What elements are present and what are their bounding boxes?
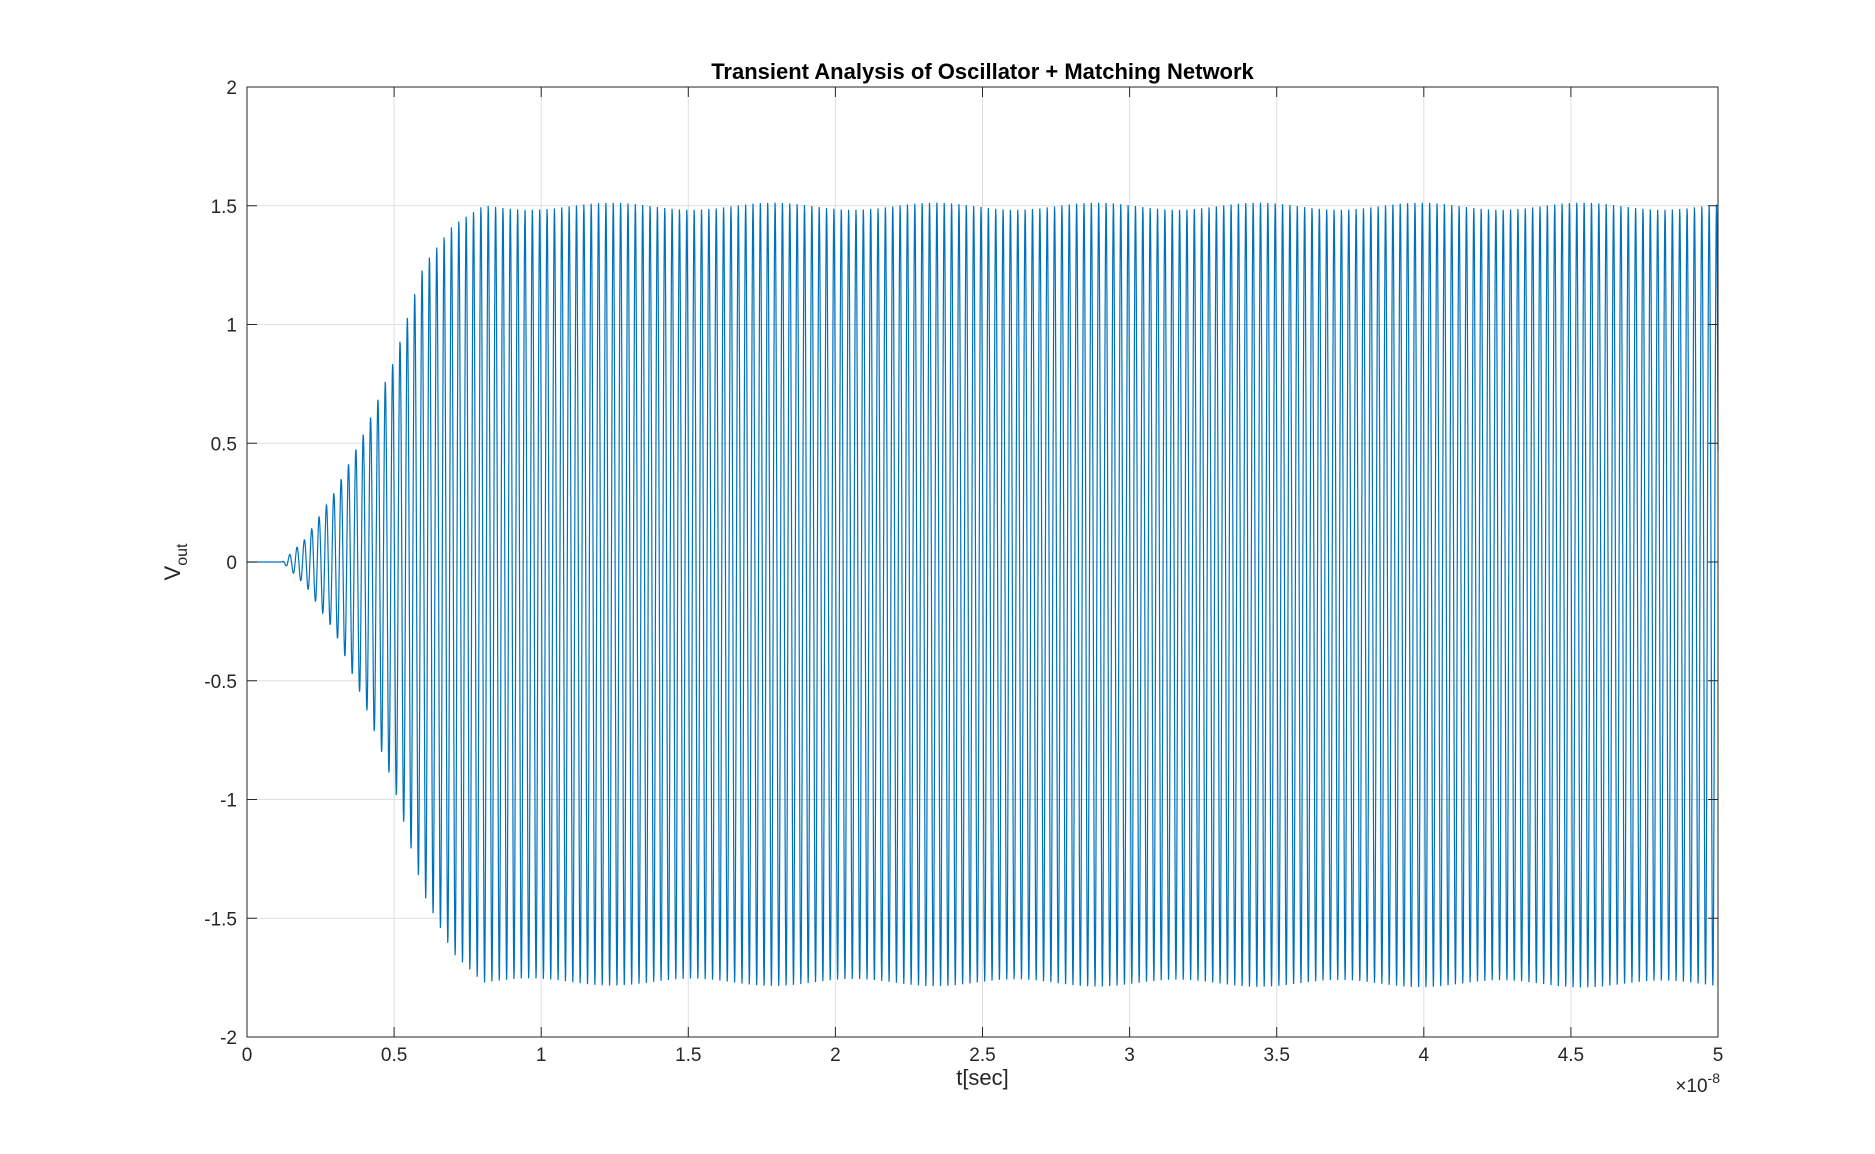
y-axis-label-main: V (160, 565, 185, 580)
x-tick-label: 3.5 (1263, 1045, 1289, 1066)
y-tick-label: -0.5 (204, 672, 237, 693)
series-layer (247, 202, 1719, 988)
x-tick-label: 4.5 (1558, 1045, 1584, 1066)
y-axis-label: Vout (160, 543, 191, 580)
x-tick-label: 1 (536, 1045, 547, 1066)
x-tick-label: 1.5 (675, 1045, 701, 1066)
x-tick-label: 5 (1713, 1045, 1724, 1066)
x-axis-exponent: ×10-8 (1675, 1070, 1720, 1097)
series-line-vout (247, 202, 1719, 988)
y-tick-label: 2 (226, 78, 237, 99)
y-tick-labels: -2 -1.5 -1 -0.5 0 0.5 1 1.5 2 (204, 78, 237, 1049)
x-tick-label: 0 (242, 1045, 253, 1066)
y-tick-label: 0.5 (211, 434, 237, 455)
y-tick-label: 1 (226, 316, 237, 337)
x-tick-label: 3 (1124, 1045, 1135, 1066)
y-tick-label: 1.5 (211, 197, 237, 218)
x-tick-label: 2.5 (969, 1045, 995, 1066)
x-axis-exponent-base: ×10 (1675, 1076, 1707, 1097)
x-tick-label: 0.5 (381, 1045, 407, 1066)
x-axis-exponent-power: -8 (1708, 1070, 1721, 1086)
y-tick-label: -1 (220, 791, 237, 812)
y-tick-label: -2 (220, 1028, 237, 1049)
y-tick-label: 0 (226, 553, 237, 574)
y-tick-label: -1.5 (204, 909, 237, 930)
y-axis-label-subscript: out (174, 543, 191, 566)
x-tick-label: 2 (830, 1045, 841, 1066)
axis-ticks (246, 86, 1719, 1038)
x-axis-label: t[sec] (956, 1065, 1009, 1090)
x-tick-label: 4 (1419, 1045, 1430, 1066)
chart-title: Transient Analysis of Oscillator + Match… (711, 59, 1254, 84)
x-tick-labels: 0 0.5 1 1.5 2 2.5 3 3.5 4 4.5 5 (242, 1045, 1724, 1066)
